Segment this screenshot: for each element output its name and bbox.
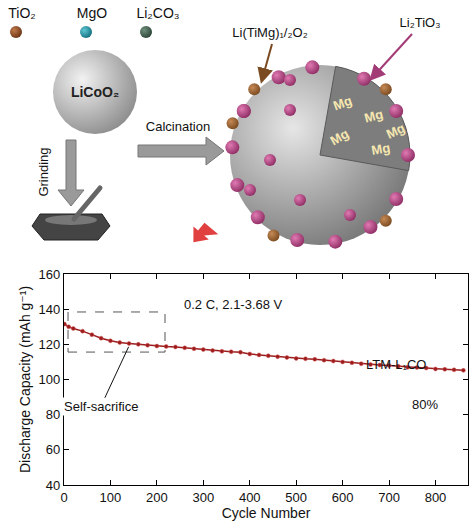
svg-text:Self-sacrifice: Self-sacrifice xyxy=(64,399,138,414)
svg-text:Mg: Mg xyxy=(370,140,391,158)
svg-text:800: 800 xyxy=(425,490,447,505)
svg-text:Mg: Mg xyxy=(328,126,352,148)
svg-text:600: 600 xyxy=(332,490,354,505)
svg-text:Li₂CO₃: Li₂CO₃ xyxy=(136,5,179,21)
svg-text:80%: 80% xyxy=(412,397,438,412)
svg-text:0.2 C, 2.1-3.68 V: 0.2 C, 2.1-3.68 V xyxy=(184,297,283,312)
svg-text:Mg: Mg xyxy=(331,93,354,114)
svg-text:500: 500 xyxy=(285,490,307,505)
svg-text:120: 120 xyxy=(38,337,60,352)
svg-text:140: 140 xyxy=(38,302,60,317)
svg-text:Mg: Mg xyxy=(384,120,407,142)
svg-text:Mg: Mg xyxy=(363,106,385,125)
svg-text:100: 100 xyxy=(38,372,60,387)
svg-text:Cycle Number: Cycle Number xyxy=(222,505,311,521)
svg-text:40: 40 xyxy=(46,478,60,493)
svg-text:LiCoO₂: LiCoO₂ xyxy=(71,84,119,100)
svg-text:400: 400 xyxy=(239,490,261,505)
svg-text:MgO: MgO xyxy=(77,5,107,21)
svg-text:700: 700 xyxy=(378,490,400,505)
svg-text:60: 60 xyxy=(46,442,60,457)
svg-text:200: 200 xyxy=(146,490,168,505)
svg-text:TiO₂: TiO₂ xyxy=(8,5,35,21)
svg-text:300: 300 xyxy=(192,490,214,505)
svg-text:LTM-L₁CO: LTM-L₁CO xyxy=(366,357,426,372)
svg-text:0: 0 xyxy=(60,490,67,505)
svg-text:Grinding: Grinding xyxy=(36,147,51,196)
svg-text:80: 80 xyxy=(46,407,60,422)
svg-text:Li(TiMg)₁/₂O₂: Li(TiMg)₁/₂O₂ xyxy=(232,25,307,40)
svg-text:Calcination: Calcination xyxy=(146,119,210,134)
svg-text:Li₂TiO₃: Li₂TiO₃ xyxy=(400,15,441,30)
svg-text:Discharge Capacity (mAh g⁻¹): Discharge Capacity (mAh g⁻¹) xyxy=(17,286,33,473)
svg-text:160: 160 xyxy=(38,267,60,282)
svg-text:100: 100 xyxy=(100,490,122,505)
